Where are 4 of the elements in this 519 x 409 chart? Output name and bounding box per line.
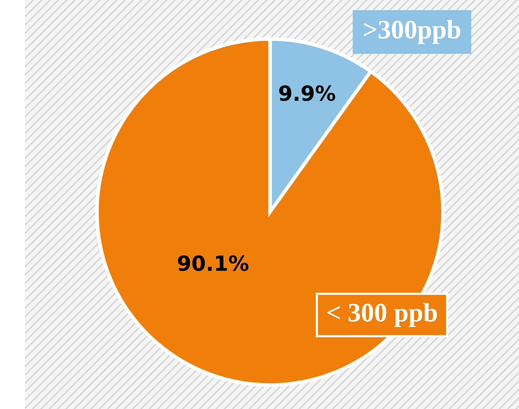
slice-label: < 300 ppb <box>327 303 437 327</box>
data-label: 90.1% <box>178 255 248 272</box>
data-label: 9.9% <box>279 85 336 102</box>
slice-label: >300ppb <box>364 20 460 44</box>
